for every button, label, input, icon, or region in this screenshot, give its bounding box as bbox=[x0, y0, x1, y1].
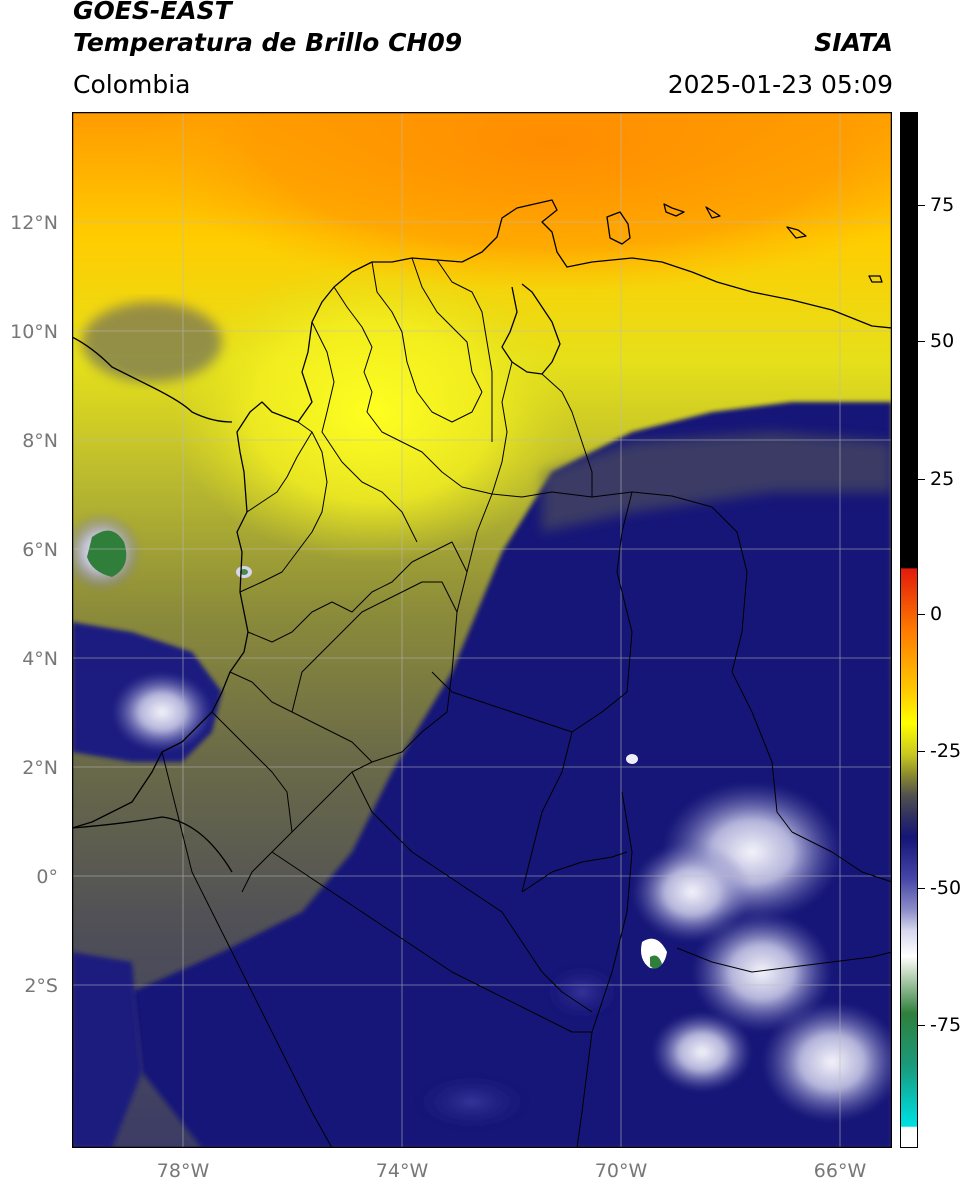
colorbar-label: 0 bbox=[930, 603, 943, 625]
colorbar-label: 75 bbox=[930, 194, 955, 216]
map-frame bbox=[72, 112, 892, 1148]
colorbar-tick bbox=[918, 614, 925, 615]
lat-label: 6°N bbox=[22, 539, 58, 561]
colorbar-label: 50 bbox=[930, 330, 955, 352]
colorbar bbox=[900, 112, 918, 1148]
colorbar-label: -25 bbox=[930, 740, 962, 762]
organization-label: SIATA bbox=[814, 28, 893, 57]
colorbar-tick bbox=[918, 888, 925, 889]
admin-borders bbox=[161, 257, 892, 1148]
timestamp-label: 2025-01-23 05:09 bbox=[667, 70, 893, 99]
cold-spot-vaupes bbox=[626, 754, 638, 764]
satellite-title: GOES-EAST bbox=[73, 0, 232, 25]
lat-label: 12°N bbox=[10, 212, 58, 234]
colorbar-tick bbox=[918, 1025, 925, 1026]
colorbar-label: -50 bbox=[930, 877, 962, 899]
colorbar-label: 25 bbox=[930, 468, 955, 490]
satellite-map[interactable] bbox=[72, 112, 892, 1148]
region-label: Colombia bbox=[73, 70, 191, 99]
cloud-pacific-north bbox=[82, 302, 222, 382]
warm-region-andes bbox=[172, 262, 572, 562]
cold-cloud-west-south bbox=[72, 952, 142, 1148]
lat-label: 8°N bbox=[22, 430, 58, 452]
colorbar-tick bbox=[918, 479, 925, 480]
cold-core-amazon bbox=[650, 955, 662, 969]
gray-band bbox=[542, 432, 892, 532]
lon-label: 74°W bbox=[375, 1160, 429, 1182]
cold-core-pacific bbox=[87, 530, 127, 577]
lon-label: 78°W bbox=[156, 1160, 210, 1182]
colorbar-tick bbox=[918, 341, 925, 342]
lat-label: 10°N bbox=[10, 321, 58, 343]
lon-label: 70°W bbox=[594, 1160, 648, 1182]
colorbar-label: -75 bbox=[930, 1014, 962, 1036]
graticule bbox=[72, 112, 892, 1148]
lon-label: 66°W bbox=[813, 1160, 867, 1182]
lat-label: 0° bbox=[36, 866, 58, 888]
lat-label: 2°N bbox=[22, 757, 58, 779]
product-title: Temperatura de Brillo CH09 bbox=[73, 28, 463, 57]
colorbar-tick bbox=[918, 751, 925, 752]
lat-label: 2°S bbox=[24, 975, 58, 997]
colorbar-tick bbox=[918, 205, 925, 206]
cold-spot-choco-core bbox=[240, 569, 248, 575]
deep-convection bbox=[72, 512, 892, 1132]
lat-label: 4°N bbox=[22, 648, 58, 670]
